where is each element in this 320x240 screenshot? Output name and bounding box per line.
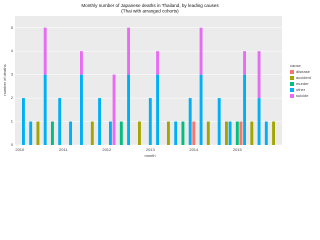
chart-subtitle: (Thai with arranged cohorts) [121, 9, 179, 14]
bar [90, 121, 94, 145]
bar [79, 74, 83, 145]
bar [43, 74, 47, 145]
chart: Monthly number of Japanese deaths in Tha… [2, 3, 312, 158]
bar [29, 121, 33, 145]
legend-label: suicide [296, 93, 309, 98]
legend-swatch [290, 76, 294, 80]
bar [112, 74, 116, 145]
bar [127, 74, 131, 145]
legend-swatch [290, 88, 294, 92]
bar [199, 27, 203, 75]
bar [264, 121, 268, 145]
y-tick-label: 5 [11, 25, 14, 30]
legend-swatch [290, 94, 294, 98]
y-tick-label: 2 [11, 95, 14, 100]
bar [127, 27, 131, 75]
y-axis-label: number of deaths [2, 64, 7, 95]
bar [43, 27, 47, 75]
bar [69, 121, 73, 145]
y-tick-label: 4 [11, 48, 14, 53]
y-tick-label: 3 [11, 72, 14, 77]
bar [235, 121, 239, 145]
bar [50, 121, 54, 145]
bar [21, 98, 25, 145]
x-tick-label: 2015 [233, 147, 243, 152]
x-tick-label: 2014 [189, 147, 199, 152]
bar [166, 121, 170, 145]
bar [199, 74, 203, 145]
bar [108, 121, 112, 145]
y-tick-label: 0 [11, 142, 14, 147]
y-tick-label: 1 [11, 119, 14, 124]
bar [58, 98, 62, 145]
legend-swatch [290, 70, 294, 74]
bar [206, 121, 210, 145]
bar [243, 51, 247, 75]
bar [192, 121, 196, 145]
bar [156, 74, 160, 145]
bar [257, 98, 261, 145]
bar [250, 121, 254, 145]
legend-title: cause [290, 63, 301, 68]
bar [36, 121, 40, 145]
chart-title: Monthly number of Japanese deaths in Tha… [81, 3, 219, 8]
bar [228, 121, 232, 145]
bar [217, 98, 221, 145]
legend-label: murder [296, 81, 309, 86]
bar [272, 121, 276, 145]
bar [79, 51, 83, 75]
bar [137, 121, 141, 145]
legend-swatch [290, 82, 294, 86]
legend-label: disease [296, 69, 311, 74]
x-tick-label: 2011 [59, 147, 68, 152]
bar [188, 98, 192, 145]
legend-label: other [296, 87, 306, 92]
x-tick-label: 2012 [102, 147, 112, 152]
bar [98, 98, 102, 145]
bar [239, 121, 243, 145]
bar [243, 74, 247, 145]
x-tick-label: 2013 [146, 147, 156, 152]
bar [156, 51, 160, 75]
bar [224, 121, 228, 145]
legend-label: accident [296, 75, 312, 80]
x-axis-label: month [144, 153, 155, 158]
bar [174, 121, 178, 145]
bar [148, 98, 152, 145]
bar [119, 121, 123, 145]
bar [257, 51, 261, 99]
x-tick-label: 2010 [15, 147, 25, 152]
bar [181, 121, 185, 145]
